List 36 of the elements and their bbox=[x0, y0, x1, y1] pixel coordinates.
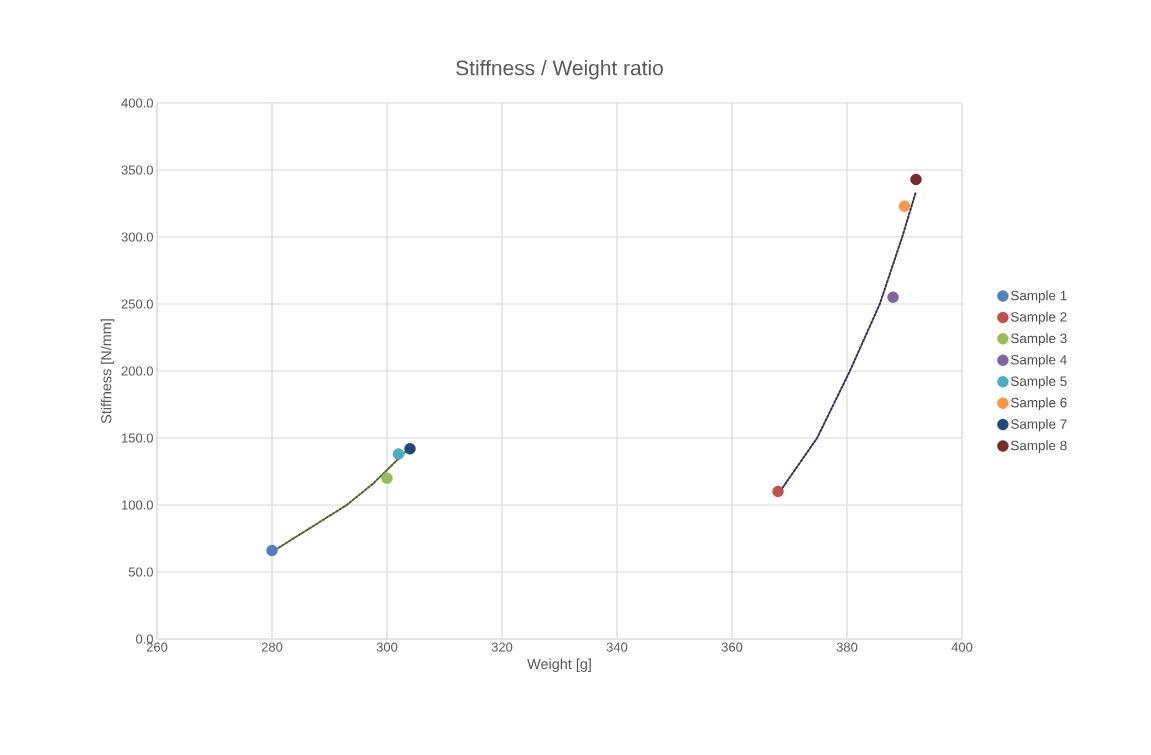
point bbox=[772, 485, 784, 498]
legend-label: Sample 6 bbox=[1011, 397, 1067, 411]
x-tick-label: 260 bbox=[146, 642, 168, 652]
y-tick-label: 100.0 bbox=[122, 500, 153, 510]
legend-label: Sample 8 bbox=[1011, 440, 1067, 453]
y-tick-label: 400.0 bbox=[121, 98, 153, 108]
y-tick-label: 200.0 bbox=[121, 366, 153, 376]
y-tick-label: 350.0 bbox=[121, 165, 153, 175]
chart-title: Stiffness / Weight ratio bbox=[456, 60, 663, 80]
x-tick-label: 300 bbox=[376, 642, 398, 652]
x-tick-label: 280 bbox=[261, 642, 283, 652]
x-tick-label: 340 bbox=[606, 642, 628, 652]
y-axis-title: Stiffness [N/mm] bbox=[100, 319, 115, 424]
point bbox=[392, 448, 405, 460]
legend-label: Sample 7 bbox=[1011, 418, 1067, 432]
y-tick-label: 150.0 bbox=[122, 433, 153, 443]
point bbox=[404, 443, 416, 455]
x-tick-label: 400 bbox=[951, 642, 973, 652]
point bbox=[266, 544, 278, 557]
point bbox=[887, 291, 899, 303]
point bbox=[898, 200, 911, 212]
x-axis-title: Weight [g] bbox=[527, 658, 591, 672]
point bbox=[910, 173, 922, 186]
legend-label: Sample 4 bbox=[1011, 354, 1067, 368]
y-tick-label: 300.0 bbox=[121, 232, 153, 242]
y-tick-label: 0.0 bbox=[135, 634, 153, 644]
legend-label: Sample 5 bbox=[1011, 376, 1067, 389]
legend-label: Sample 1 bbox=[1011, 290, 1067, 303]
point bbox=[381, 472, 393, 484]
y-tick-label: 50.0 bbox=[128, 567, 153, 577]
x-tick-label: 380 bbox=[836, 642, 858, 652]
legend-label: Sample 3 bbox=[1011, 333, 1067, 346]
y-tick-label: 250.0 bbox=[121, 299, 153, 309]
x-tick-label: 320 bbox=[491, 642, 513, 652]
legend-label: Sample 2 bbox=[1011, 311, 1067, 325]
x-tick-label: 360 bbox=[721, 642, 743, 652]
